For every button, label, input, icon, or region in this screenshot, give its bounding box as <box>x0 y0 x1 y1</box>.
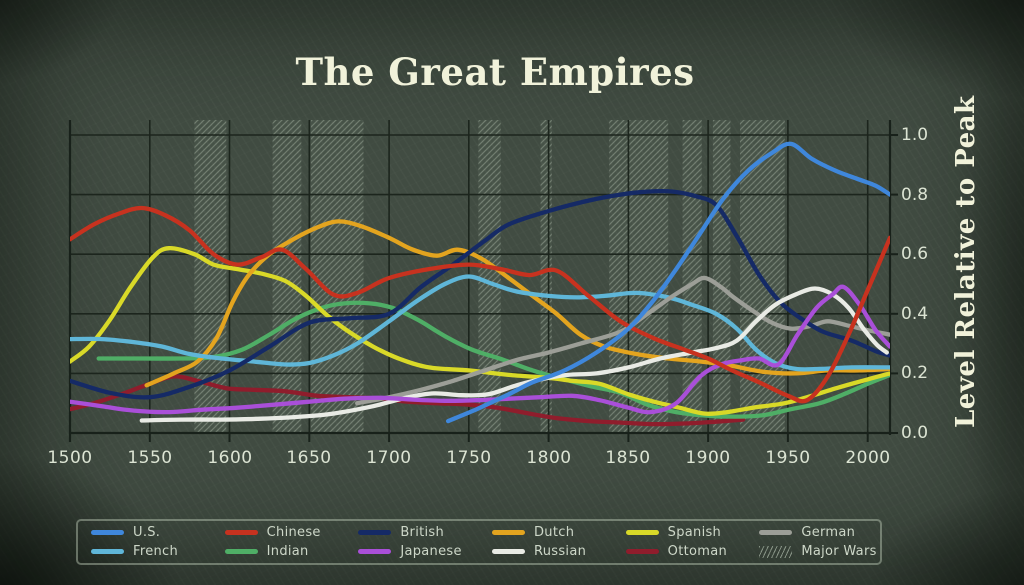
x-tick-label: 1850 <box>605 448 651 468</box>
legend-item-dutch: Dutch <box>479 525 613 540</box>
y-tick-label: 0.8 <box>901 185 929 205</box>
x-tick-label: 2000 <box>845 448 891 468</box>
legend-item-u-s: U.S. <box>78 525 212 540</box>
legend-item-major-wars: Major Wars <box>746 544 880 559</box>
legend-swatch-indian <box>224 549 258 554</box>
x-tick-label: 1500 <box>47 448 93 468</box>
legend-label: British <box>400 525 445 540</box>
legend-swatch-japanese <box>358 549 392 554</box>
legend-swatch-german <box>759 530 793 535</box>
legend-label: Spanish <box>667 525 722 540</box>
legend-label: Ottoman <box>667 544 728 559</box>
y-tick-label: 0.6 <box>901 244 929 264</box>
x-tick-label: 1550 <box>127 448 173 468</box>
legend-item-russian: Russian <box>479 544 613 559</box>
x-tick-label: 1950 <box>765 448 811 468</box>
legend-swatch-spanish <box>625 530 659 535</box>
y-axis-title: Level Relative to Peak <box>951 95 981 428</box>
legend-item-chinese: Chinese <box>212 525 346 540</box>
x-tick-label: 1700 <box>366 448 412 468</box>
major-wars-bands <box>194 120 785 433</box>
legend-swatch-french <box>91 549 124 554</box>
legend-label: Japanese <box>400 544 462 559</box>
legend-swatch-russian <box>492 549 525 554</box>
legend-label: Russian <box>534 544 587 559</box>
x-tick-label: 1900 <box>685 448 731 468</box>
y-tick-label: 0.4 <box>901 304 929 324</box>
y-tick-label: 0.2 <box>901 363 929 383</box>
legend-swatch-u-s <box>91 530 124 535</box>
legend-swatch-dutch <box>492 530 525 535</box>
legend-label: Chinese <box>266 525 321 540</box>
y-tick-label: 0.0 <box>901 423 929 443</box>
legend-item-japanese: Japanese <box>345 544 479 559</box>
y-tick-label: 1.0 <box>901 125 929 145</box>
legend-item-french: French <box>78 544 212 559</box>
legend-item-german: German <box>746 525 880 540</box>
legend-label: Major Wars <box>801 544 877 559</box>
legend-swatch-chinese <box>224 530 258 535</box>
legend-item-ottoman: Ottoman <box>613 544 747 559</box>
legend-box: U.S. Chinese British Dutch Spanish German Fren… <box>76 519 882 565</box>
legend-label: Indian <box>266 544 309 559</box>
x-tick-label: 1650 <box>286 448 332 468</box>
legend-swatch-british <box>358 530 392 535</box>
legend-item-british: British <box>345 525 479 540</box>
legend-item-spanish: Spanish <box>613 525 747 540</box>
x-tick-label: 1600 <box>207 448 253 468</box>
legend-swatch-major-wars <box>759 545 793 558</box>
legend-label: French <box>133 544 179 559</box>
legend-label: German <box>801 525 856 540</box>
x-tick-label: 1800 <box>526 448 572 468</box>
legend-label: U.S. <box>133 525 161 540</box>
legend-item-indian: Indian <box>212 544 346 559</box>
legend-swatch-ottoman <box>625 549 659 554</box>
legend-label: Dutch <box>534 525 575 540</box>
x-tick-label: 1750 <box>446 448 492 468</box>
